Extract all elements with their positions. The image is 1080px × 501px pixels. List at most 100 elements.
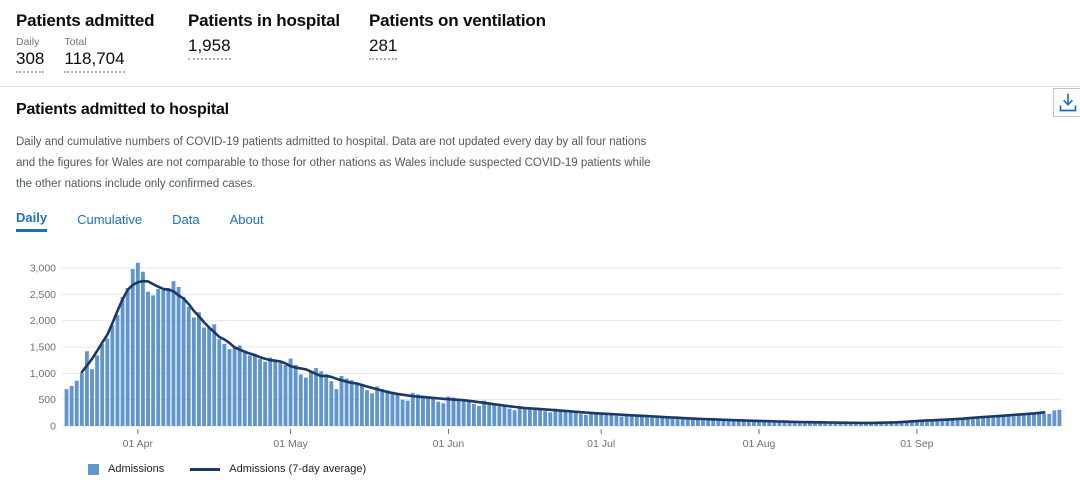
bar xyxy=(629,414,634,426)
bar xyxy=(960,418,965,426)
bar xyxy=(981,417,986,426)
bar xyxy=(716,419,721,426)
bar xyxy=(685,419,690,426)
bar xyxy=(125,288,130,426)
download-button[interactable] xyxy=(1053,88,1080,117)
stat-daily-value: 308 xyxy=(16,49,45,73)
bar xyxy=(787,421,792,426)
bar xyxy=(186,306,191,426)
bar xyxy=(181,296,186,426)
stat-ventilation-value: 281 xyxy=(369,36,398,60)
bar xyxy=(996,415,1001,426)
tab-cumulative[interactable]: Cumulative xyxy=(77,210,142,232)
bar xyxy=(151,295,156,426)
bar xyxy=(976,418,980,426)
y-axis-label: 2,500 xyxy=(30,289,56,301)
tab-about[interactable]: About xyxy=(230,210,264,232)
download-icon xyxy=(1059,93,1077,112)
bar xyxy=(736,419,741,426)
bar xyxy=(986,416,991,426)
bar xyxy=(283,364,288,426)
bar xyxy=(105,338,110,426)
bar xyxy=(242,352,247,426)
x-axis-label: 01 Apr xyxy=(123,438,154,450)
bar xyxy=(166,288,171,426)
bar xyxy=(64,389,69,426)
bar xyxy=(543,411,548,426)
bar xyxy=(619,416,624,426)
bar xyxy=(731,419,736,426)
bar xyxy=(90,369,94,426)
bar xyxy=(217,339,222,426)
bar xyxy=(792,422,797,426)
admissions-chart[interactable]: 0 500 1,000 1,500 2,000 2,500 3,000 01 Apr 01 Ma… xyxy=(0,256,1080,454)
bar xyxy=(161,290,166,426)
bar xyxy=(446,396,451,426)
gridlines xyxy=(62,267,1062,427)
y-axis-label: 1,500 xyxy=(30,342,56,354)
bar xyxy=(869,423,873,426)
bar xyxy=(945,420,950,426)
bar xyxy=(701,418,705,426)
bar xyxy=(772,421,777,426)
x-axis-label: 01 Jul xyxy=(587,438,615,450)
bar xyxy=(390,391,395,426)
bar xyxy=(395,393,400,426)
bar xyxy=(874,422,879,426)
bar xyxy=(721,420,726,426)
bar xyxy=(838,422,843,426)
bar xyxy=(573,411,578,426)
bar xyxy=(589,411,593,426)
bar xyxy=(375,386,380,426)
stat-patients-in-hospital: Patients in hospital 1,958 xyxy=(188,11,369,86)
bar xyxy=(380,389,385,426)
bar xyxy=(645,415,649,426)
bar xyxy=(288,358,293,426)
stat-patients-on-ventilation: Patients on ventilation 281 xyxy=(369,11,546,86)
bar xyxy=(909,421,914,426)
bar xyxy=(79,373,84,426)
bar xyxy=(757,421,761,426)
bar xyxy=(522,407,527,426)
bar xyxy=(197,312,201,426)
y-axis-labels: 0 500 1,000 1,500 2,000 2,500 3,000 xyxy=(30,263,56,433)
bar xyxy=(548,412,553,426)
bar xyxy=(711,419,716,426)
tab-daily[interactable]: Daily xyxy=(16,210,48,232)
bar xyxy=(202,327,206,426)
bar xyxy=(970,418,975,426)
bar xyxy=(624,413,629,426)
bar xyxy=(324,374,329,426)
bar xyxy=(828,422,833,426)
bar xyxy=(365,390,369,426)
bar xyxy=(1032,412,1036,426)
bar xyxy=(359,383,364,426)
bar xyxy=(991,415,996,426)
tab-data[interactable]: Data xyxy=(172,210,199,232)
bar xyxy=(777,421,782,426)
bar xyxy=(782,421,787,426)
bar xyxy=(864,423,868,426)
stat-patients-admitted: Patients admitted Daily 308 Total 118,70… xyxy=(16,11,188,86)
bar xyxy=(808,422,812,426)
stat-title: Patients in hospital xyxy=(188,11,340,30)
chart-legend: Admissions Admissions (7-day average) xyxy=(88,463,1080,475)
bar xyxy=(84,351,89,426)
bar xyxy=(655,418,660,426)
admissions-swatch xyxy=(88,463,99,475)
bar xyxy=(207,328,212,426)
bar xyxy=(298,374,303,426)
bar xyxy=(436,401,441,426)
bar xyxy=(349,380,354,426)
bar xyxy=(894,422,899,426)
bar xyxy=(1042,413,1047,426)
bar xyxy=(675,417,680,426)
stat-title: Patients on ventilation xyxy=(369,11,546,30)
bar xyxy=(74,380,79,426)
bar xyxy=(171,281,176,426)
bar xyxy=(752,420,756,426)
bar xyxy=(660,415,665,426)
bar xyxy=(329,381,334,426)
y-axis-label: 500 xyxy=(38,394,56,406)
bar xyxy=(726,420,731,426)
